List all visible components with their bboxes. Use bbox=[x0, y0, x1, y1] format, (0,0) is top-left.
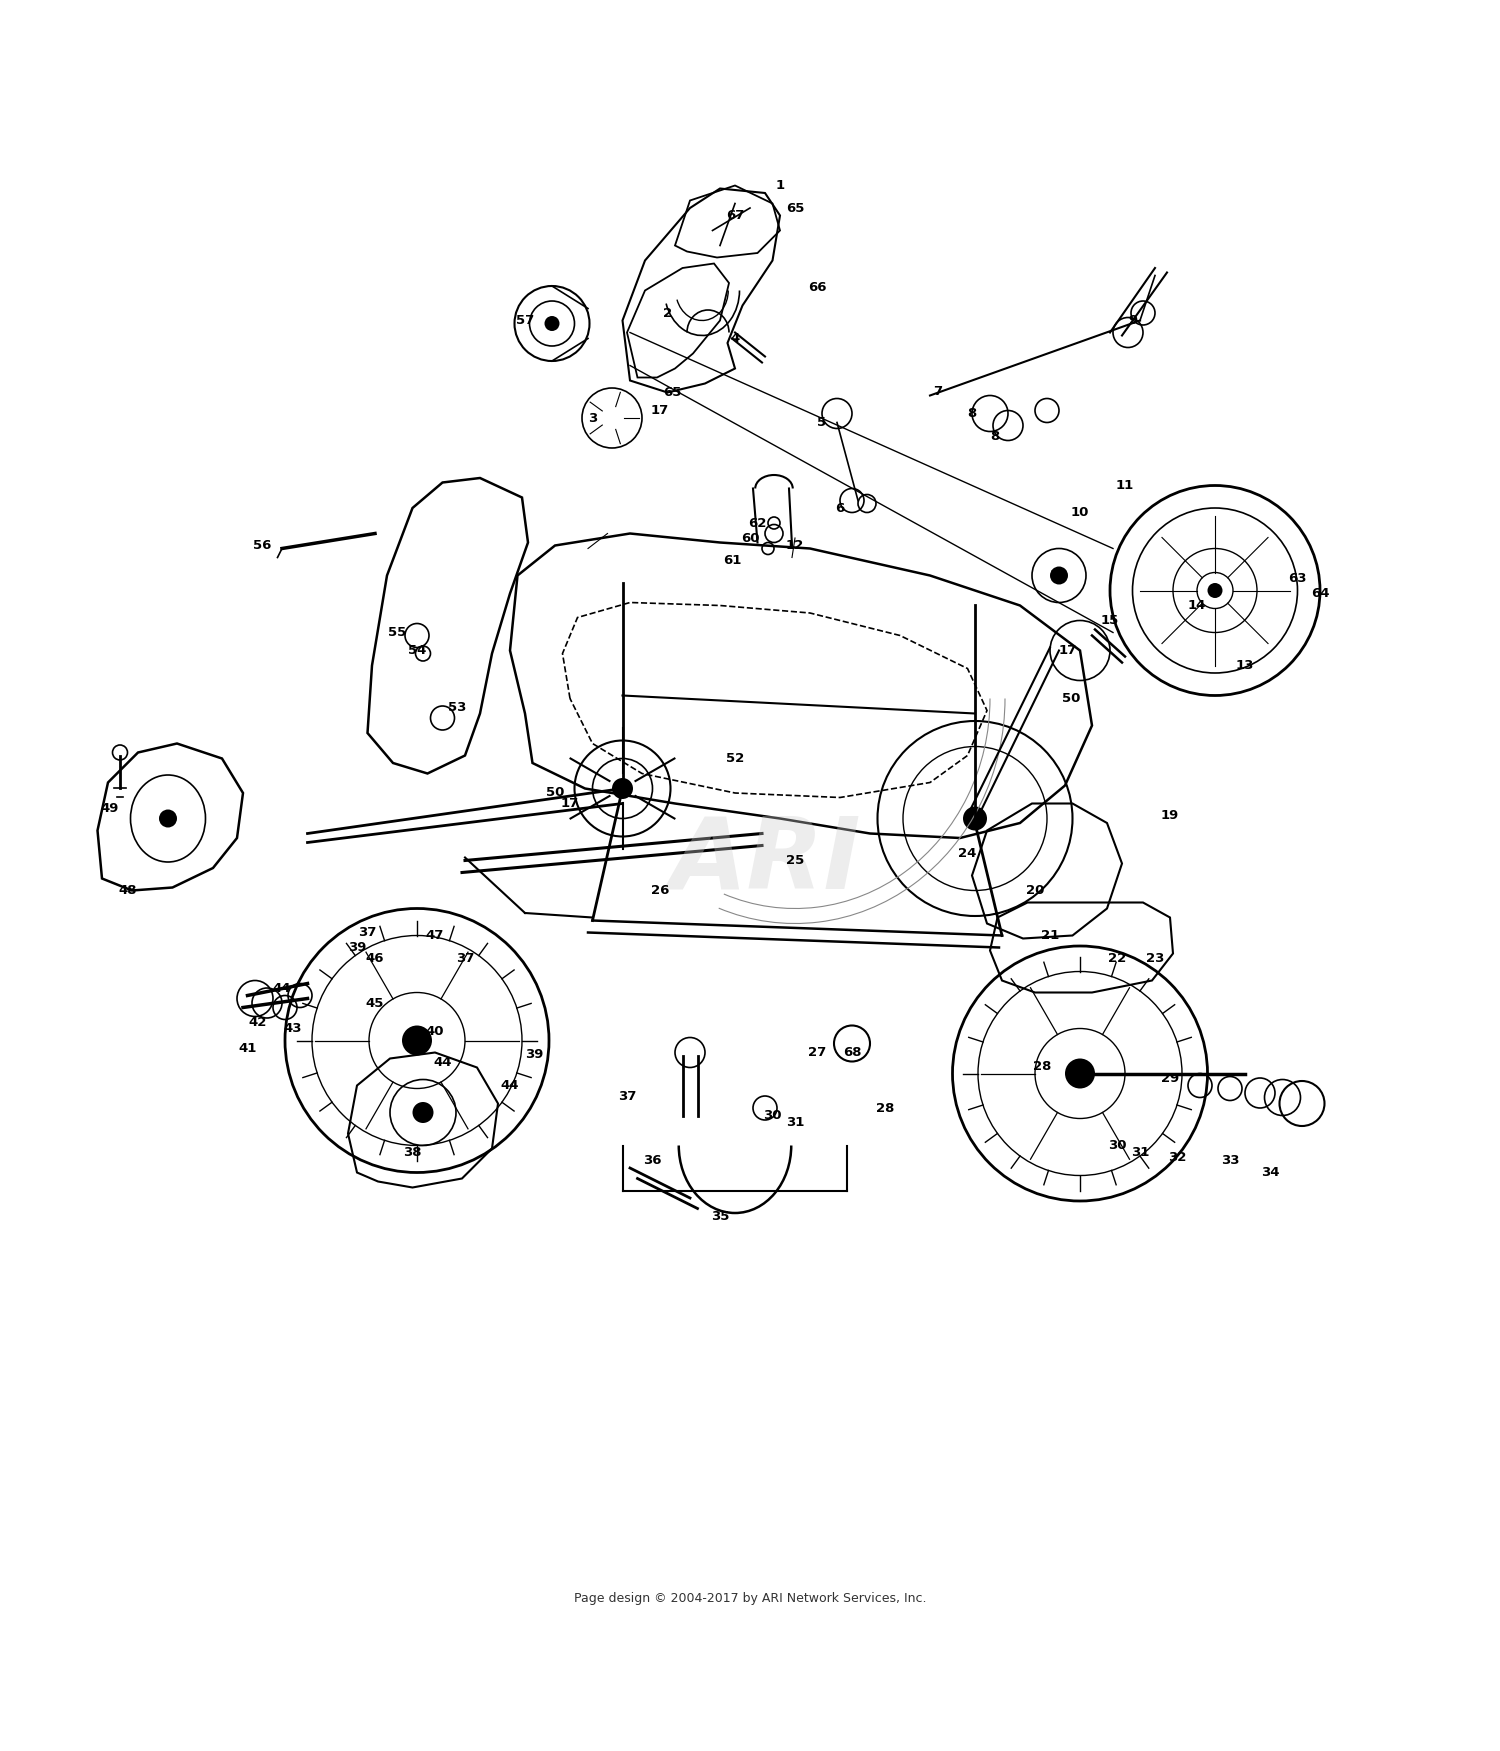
Text: 19: 19 bbox=[1161, 809, 1179, 821]
Text: 64: 64 bbox=[1311, 587, 1329, 601]
Text: 61: 61 bbox=[723, 553, 741, 567]
Text: 44: 44 bbox=[273, 982, 291, 995]
Circle shape bbox=[612, 777, 633, 798]
Text: 15: 15 bbox=[1101, 615, 1119, 627]
Text: 36: 36 bbox=[644, 1154, 662, 1166]
Text: 53: 53 bbox=[448, 700, 466, 714]
Text: 17: 17 bbox=[1059, 644, 1077, 657]
Text: 13: 13 bbox=[1236, 658, 1254, 672]
Text: 17: 17 bbox=[561, 797, 579, 811]
Text: ARI: ARI bbox=[669, 812, 861, 909]
Text: 37: 37 bbox=[618, 1089, 636, 1103]
Text: 50: 50 bbox=[546, 786, 564, 800]
Text: 2: 2 bbox=[663, 306, 672, 319]
Text: 8: 8 bbox=[990, 429, 999, 443]
Text: 67: 67 bbox=[726, 208, 744, 222]
Text: 42: 42 bbox=[249, 1016, 267, 1030]
Text: 21: 21 bbox=[1041, 930, 1059, 942]
Text: 5: 5 bbox=[818, 417, 827, 429]
Text: 66: 66 bbox=[808, 280, 826, 294]
Text: 12: 12 bbox=[786, 539, 804, 552]
Text: 39: 39 bbox=[525, 1047, 543, 1061]
Text: 4: 4 bbox=[730, 333, 740, 345]
Text: 37: 37 bbox=[358, 926, 376, 939]
Text: 31: 31 bbox=[786, 1117, 804, 1129]
Text: 49: 49 bbox=[100, 802, 118, 814]
Text: 8: 8 bbox=[968, 406, 976, 420]
Text: 28: 28 bbox=[876, 1101, 894, 1114]
Text: 37: 37 bbox=[456, 951, 474, 965]
Text: 41: 41 bbox=[238, 1042, 256, 1054]
Text: 16: 16 bbox=[1050, 569, 1068, 581]
Text: 35: 35 bbox=[711, 1210, 729, 1222]
Text: 3: 3 bbox=[588, 411, 597, 424]
Text: 50: 50 bbox=[1062, 692, 1080, 706]
Text: 38: 38 bbox=[404, 1147, 422, 1159]
Circle shape bbox=[963, 807, 987, 830]
Text: 24: 24 bbox=[958, 846, 976, 860]
Circle shape bbox=[1050, 567, 1068, 585]
Text: 10: 10 bbox=[1071, 506, 1089, 518]
Text: 27: 27 bbox=[808, 1045, 826, 1059]
Circle shape bbox=[1208, 583, 1222, 599]
Text: 52: 52 bbox=[726, 751, 744, 765]
Text: 32: 32 bbox=[1168, 1150, 1186, 1164]
Text: 65: 65 bbox=[786, 201, 804, 215]
Text: 1: 1 bbox=[776, 179, 784, 193]
Circle shape bbox=[159, 809, 177, 828]
Text: 17: 17 bbox=[651, 404, 669, 417]
Text: 30: 30 bbox=[764, 1108, 782, 1122]
Text: 39: 39 bbox=[348, 940, 366, 954]
Text: Page design © 2004-2017 by ARI Network Services, Inc.: Page design © 2004-2017 by ARI Network S… bbox=[573, 1592, 926, 1606]
Text: 46: 46 bbox=[366, 951, 384, 965]
Circle shape bbox=[402, 1026, 432, 1056]
Text: 30: 30 bbox=[1108, 1138, 1126, 1152]
Text: 7: 7 bbox=[933, 385, 942, 397]
Text: 60: 60 bbox=[741, 532, 759, 545]
Text: 28: 28 bbox=[1034, 1059, 1052, 1073]
Text: 20: 20 bbox=[1026, 884, 1044, 897]
Text: 44: 44 bbox=[433, 1056, 451, 1070]
Text: 56: 56 bbox=[254, 539, 272, 552]
Text: 29: 29 bbox=[1161, 1072, 1179, 1084]
Text: 68: 68 bbox=[843, 1045, 861, 1059]
Text: 54: 54 bbox=[408, 644, 426, 657]
Text: 22: 22 bbox=[1108, 951, 1126, 965]
Text: 33: 33 bbox=[1221, 1154, 1239, 1166]
Text: 40: 40 bbox=[426, 1024, 444, 1038]
Text: 6: 6 bbox=[836, 501, 844, 515]
Text: 47: 47 bbox=[426, 930, 444, 942]
Text: 55: 55 bbox=[388, 627, 406, 639]
Text: 62: 62 bbox=[748, 517, 766, 529]
Text: 45: 45 bbox=[366, 996, 384, 1010]
Text: 65: 65 bbox=[663, 385, 681, 399]
Text: 43: 43 bbox=[284, 1023, 302, 1035]
Text: 44: 44 bbox=[501, 1079, 519, 1093]
Text: 26: 26 bbox=[651, 884, 669, 897]
Text: 11: 11 bbox=[1116, 480, 1134, 492]
Text: 23: 23 bbox=[1146, 951, 1164, 965]
Text: 48: 48 bbox=[118, 884, 136, 897]
Text: 25: 25 bbox=[786, 854, 804, 867]
Text: 34: 34 bbox=[1262, 1166, 1280, 1178]
Circle shape bbox=[1065, 1059, 1095, 1089]
Text: 63: 63 bbox=[1288, 573, 1306, 585]
Circle shape bbox=[413, 1101, 434, 1122]
Text: 14: 14 bbox=[1188, 599, 1206, 613]
Text: 57: 57 bbox=[516, 313, 534, 327]
Circle shape bbox=[544, 315, 560, 331]
Text: 31: 31 bbox=[1131, 1147, 1149, 1159]
Text: 9: 9 bbox=[1128, 313, 1137, 327]
